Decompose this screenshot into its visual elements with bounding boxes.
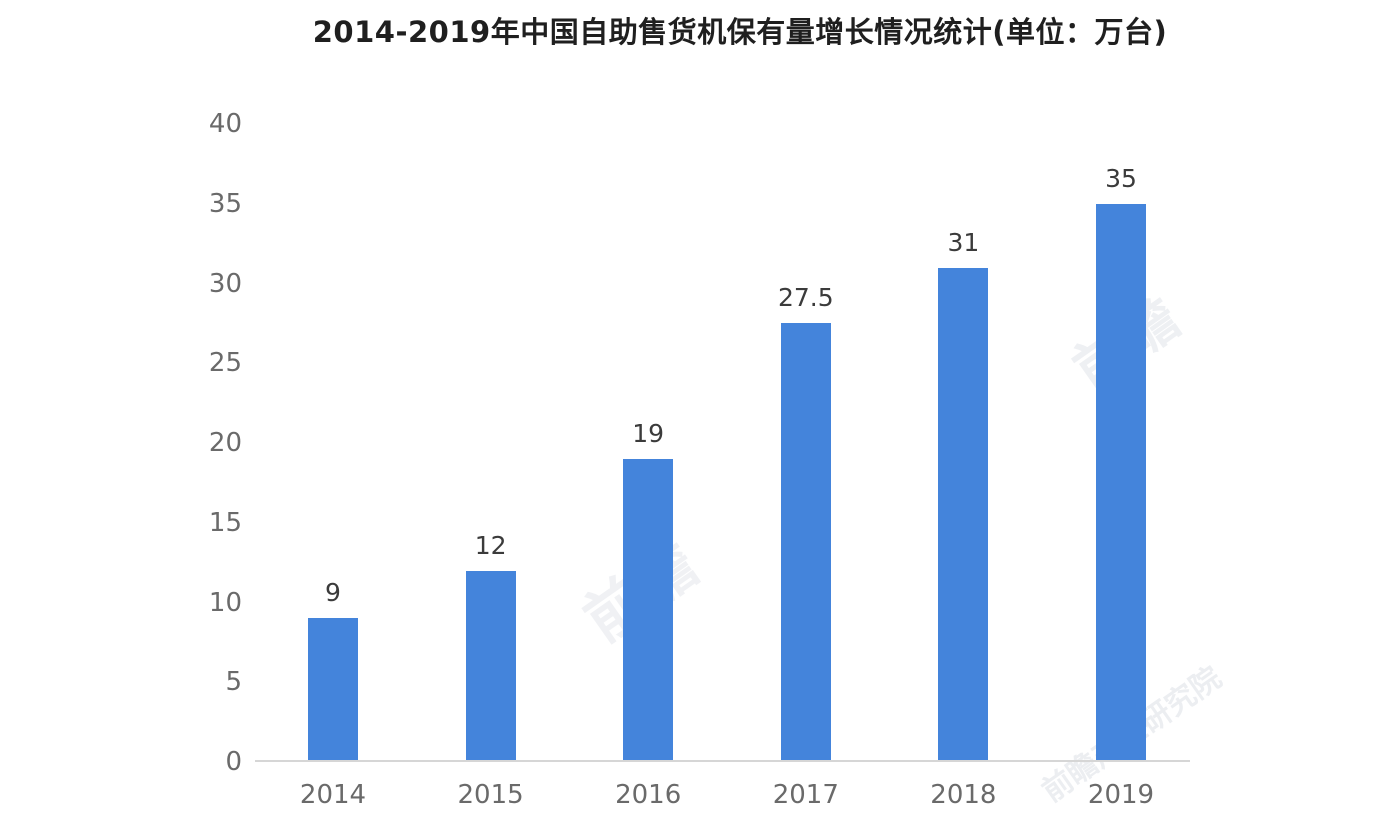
y-tick-label: 35	[208, 188, 242, 219]
bar-value-label: 35	[1105, 163, 1137, 193]
bar	[308, 618, 358, 762]
x-tick-label: 2014	[299, 780, 367, 810]
y-tick-label: 10	[208, 587, 242, 618]
y-tick-label: 30	[208, 268, 242, 299]
bar	[623, 458, 674, 762]
x-tick-label: 2019	[1087, 780, 1155, 810]
x-tick-label: 2018	[930, 780, 997, 810]
bar	[1096, 203, 1146, 762]
x-axis-line	[255, 760, 1190, 762]
y-tick-label: 20	[208, 428, 242, 458]
bar	[780, 323, 831, 762]
bar-value-label: 12	[474, 530, 507, 560]
x-tick-label: 2017	[772, 780, 839, 810]
chart-title: 2014-2019年中国自助售货机保有量增长情况统计(单位：万台)	[312, 15, 1168, 49]
y-tick-label: 0	[225, 747, 242, 777]
x-tick-label: 2016	[615, 780, 682, 810]
y-tick-label: 25	[208, 348, 242, 379]
bar	[465, 570, 516, 762]
y-tick-label: 40	[208, 109, 242, 139]
x-tick-label: 2015	[457, 780, 524, 810]
bar-value-label: 19	[632, 418, 665, 448]
y-tick-label: 15	[208, 507, 242, 538]
bar-value-label: 27.5	[777, 283, 834, 313]
y-tick-label: 5	[225, 667, 242, 698]
bar-value-label: 9	[325, 578, 341, 608]
bar-value-label: 31	[947, 227, 980, 257]
bar	[938, 267, 989, 762]
